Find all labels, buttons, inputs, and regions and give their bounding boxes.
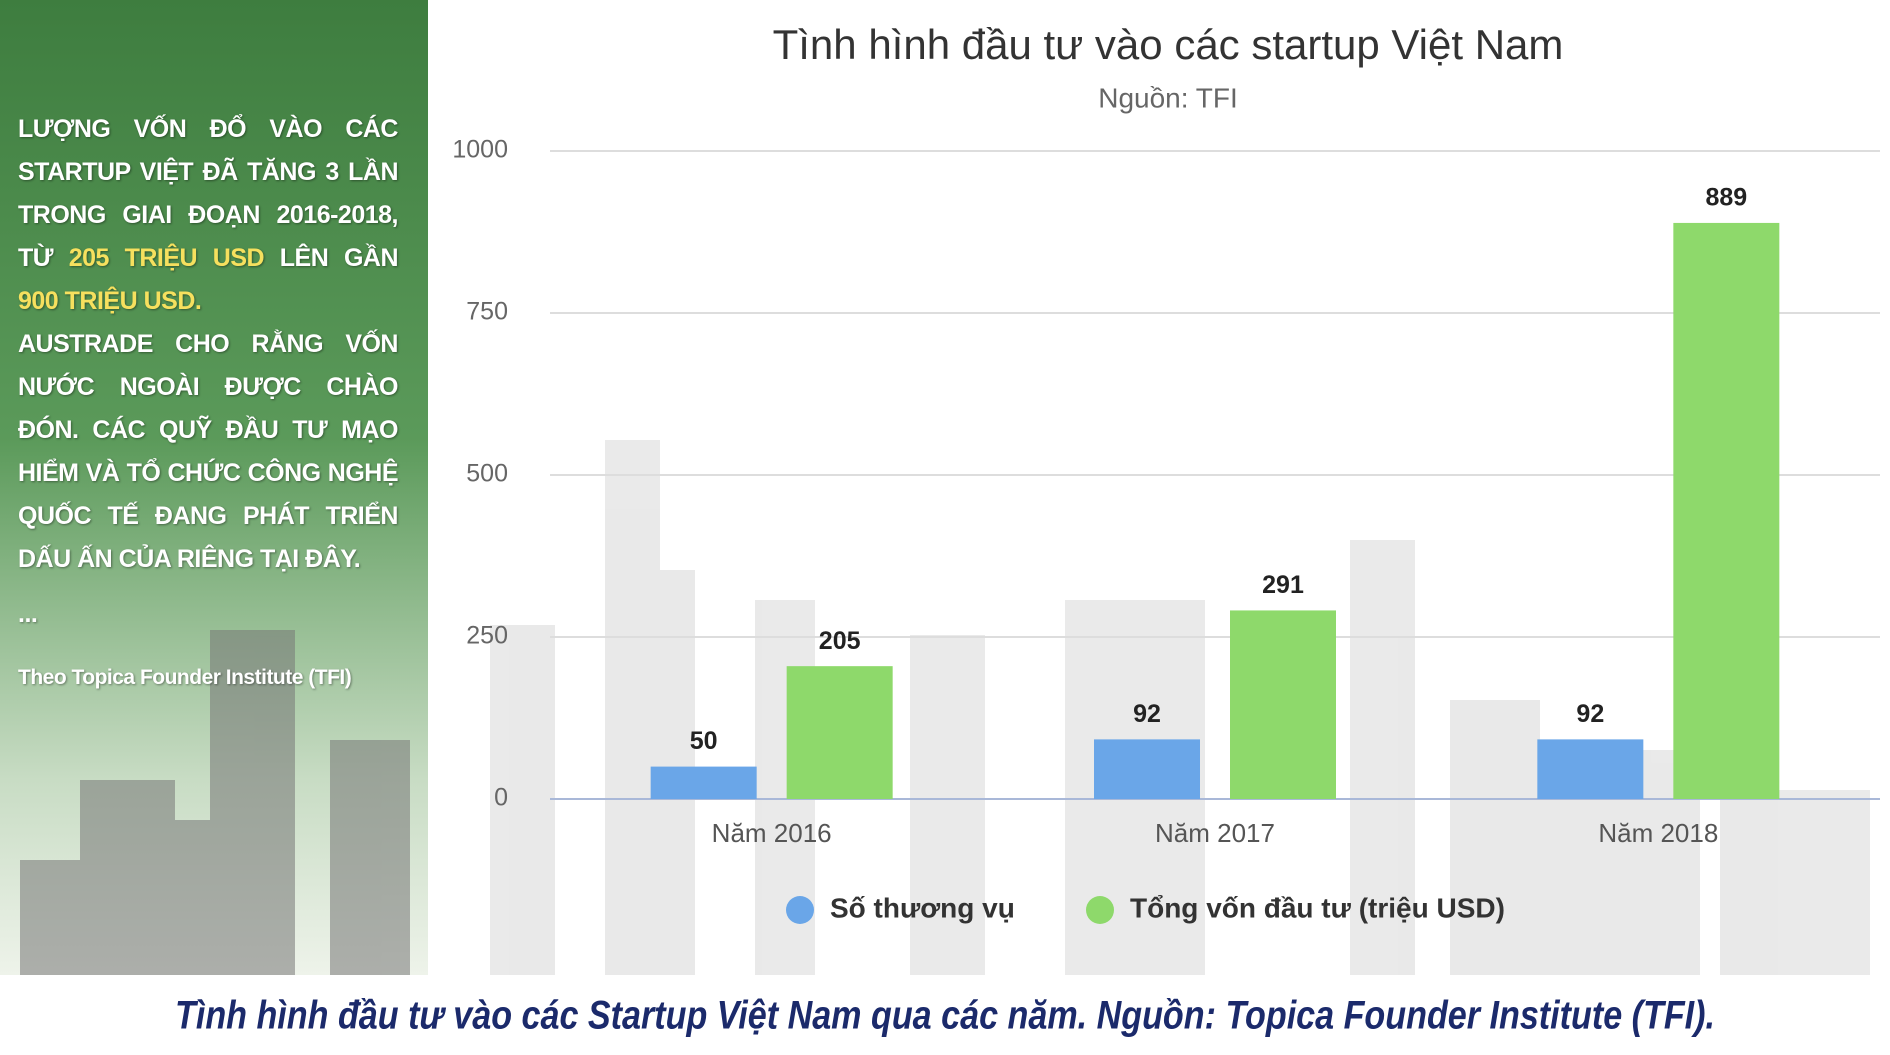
y-tick-label: 750 bbox=[466, 298, 508, 326]
bar bbox=[1094, 739, 1200, 799]
bar bbox=[1673, 222, 1780, 800]
y-tick-label: 250 bbox=[466, 622, 508, 650]
chart-title: Tình hình đầu tư vào các startup Việt Na… bbox=[773, 21, 1564, 68]
bar bbox=[786, 666, 893, 799]
text: LÊN GẦN bbox=[279, 244, 399, 272]
data-label: 205 bbox=[819, 627, 861, 655]
sidebar-paragraph: AUSTRADE CHO RẰNG VỐN NƯỚC NGOÀI ĐƯỢC CH… bbox=[18, 330, 399, 573]
bar bbox=[1230, 610, 1336, 799]
bar bbox=[650, 766, 757, 799]
x-tick-label: Năm 2017 bbox=[1155, 818, 1275, 848]
background-buildings bbox=[490, 440, 1870, 975]
data-label: 92 bbox=[1576, 700, 1604, 728]
highlight: 900 TRIỆU USD. bbox=[18, 287, 202, 315]
caption: Tình hình đầu tư vào các Startup Việt Na… bbox=[175, 994, 1715, 1038]
ellipsis: ... bbox=[18, 600, 38, 628]
highlight: 205 TRIỆU USD bbox=[68, 244, 265, 272]
y-tick-label: 0 bbox=[494, 784, 508, 812]
y-tick-label: 500 bbox=[466, 460, 508, 488]
bar bbox=[1537, 739, 1644, 799]
legend-marker bbox=[1086, 896, 1114, 924]
sidebar: LƯỢNG VỐN ĐỔ VÀO CÁC STARTUP VIỆT ĐÃ TĂN… bbox=[0, 0, 428, 975]
sidebar-source: Theo Topica Founder Institute (TFI) bbox=[18, 666, 352, 689]
x-tick-label: Năm 2018 bbox=[1598, 818, 1718, 848]
data-label: 291 bbox=[1262, 571, 1304, 599]
data-label: 889 bbox=[1705, 184, 1747, 212]
legend-marker bbox=[786, 896, 814, 924]
legend-label: Tổng vốn đầu tư (triệu USD) bbox=[1130, 892, 1505, 923]
sidebar-buildings bbox=[20, 630, 410, 975]
legend-label: Số thương vụ bbox=[830, 892, 1015, 923]
text: LƯỢNG VỐN ĐỔ VÀO CÁC STARTUP VIỆT ĐÃ TĂN… bbox=[18, 115, 399, 272]
y-tick-label: 1000 bbox=[452, 136, 508, 164]
x-tick-label: Năm 2016 bbox=[712, 818, 832, 848]
chart-subtitle: Nguồn: TFI bbox=[1098, 82, 1238, 113]
sidebar-paragraph: LƯỢNG VỐN ĐỔ VÀO CÁC STARTUP VIỆT ĐÃ TĂN… bbox=[18, 108, 399, 323]
data-label: 50 bbox=[690, 727, 718, 755]
data-label: 92 bbox=[1133, 700, 1161, 728]
